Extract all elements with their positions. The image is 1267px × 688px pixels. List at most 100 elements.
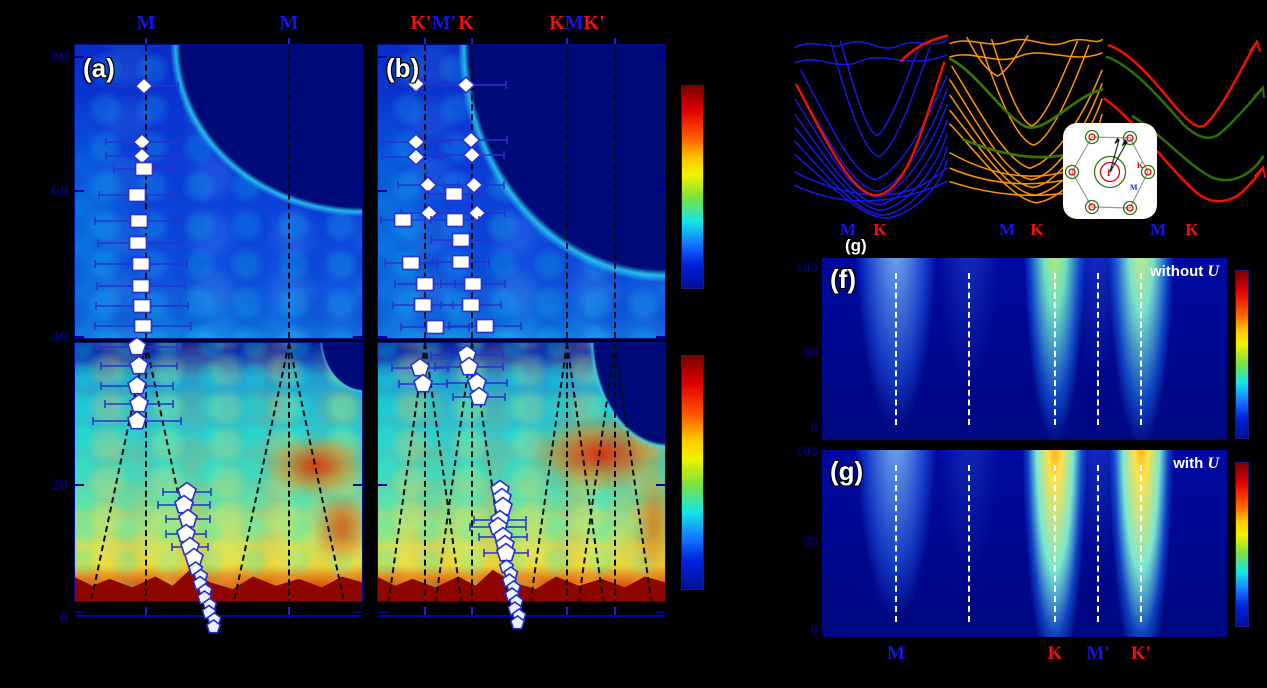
bz-corner-pockets: [1064, 129, 1156, 216]
band-curve: [948, 57, 1104, 129]
hv-tick-80: 80: [51, 47, 68, 66]
axis-tick: [378, 56, 387, 58]
axis-tick: [378, 484, 387, 486]
hv-tick-20: 20: [51, 475, 68, 494]
inset-k-label: K: [1137, 161, 1144, 170]
bz-label-a-m1: M: [136, 12, 156, 34]
spectral-onset-region: [75, 45, 362, 338]
hv-tick-60: 60: [51, 181, 68, 200]
bz-label-b-kp1: K': [410, 12, 432, 34]
panel-b: (b): [378, 38, 665, 630]
condition-text: without: [1149, 263, 1208, 280]
band-curve: [1254, 85, 1265, 99]
axis-tick: [656, 190, 665, 192]
band-curve: [949, 52, 1103, 61]
reference-dashed-line: [566, 45, 568, 338]
condition-text: with: [1173, 455, 1208, 472]
band2-m-label: M: [998, 220, 1016, 239]
band-curve: [794, 180, 948, 202]
band1-k-label: K: [873, 220, 887, 239]
band-curve: [1249, 39, 1261, 53]
axis-tick: [75, 484, 84, 486]
sim-m-label: M: [887, 643, 905, 664]
sim-f-tick-50: 50: [803, 345, 818, 361]
band-curve: [794, 167, 948, 196]
panel-g-letter: (g): [830, 456, 864, 486]
reference-dashed-line: [424, 45, 426, 338]
panel-a-top-map: (a): [75, 45, 362, 338]
colorbar-f: [1235, 270, 1249, 439]
axis-tick: [75, 611, 84, 613]
band-curve: [794, 127, 948, 212]
axis-tick: [145, 38, 147, 45]
band2-k-label: K: [1030, 220, 1044, 239]
band3-k-label: K: [1185, 220, 1199, 239]
bz-label-b-k1: K: [458, 12, 474, 34]
sim-g-tick-0: 0: [810, 622, 819, 638]
reference-dashed-line: [895, 464, 898, 623]
bz-label-a-m2: M: [279, 12, 299, 34]
axis-tick: [288, 38, 290, 45]
reference-dashed-line: [1053, 464, 1056, 623]
panel-a-bottom-map: [75, 343, 362, 601]
axis-tick: [471, 38, 473, 45]
band-curve: [794, 82, 948, 193]
inset-gamma-label: Γ: [1107, 168, 1113, 178]
reference-dashed-line: [968, 464, 970, 623]
hubbard-u-symbol: U: [1207, 455, 1219, 472]
spectral-onset-region: [378, 45, 665, 338]
band-curve: [966, 34, 1029, 77]
band-curve: [799, 69, 948, 181]
bz-label-b-mp1: M': [431, 12, 457, 34]
brillouin-zone-inset: Γ K M: [1063, 123, 1157, 219]
axis-tick: [353, 484, 362, 486]
axis-tick: [566, 38, 568, 45]
bz-label-b-mp2: M': [564, 12, 590, 34]
axis-tick: [566, 607, 568, 615]
bz-label-b-kp2: K': [583, 12, 605, 34]
axis-tick: [471, 607, 473, 615]
reference-dashed-line: [471, 45, 473, 338]
sim-kp-label: K': [1130, 643, 1152, 664]
panel-a-top-axis: [75, 38, 362, 45]
panel-f-condition: without U: [1150, 263, 1219, 281]
reference-dashed-line: [288, 343, 290, 601]
band1-m-label: M: [839, 220, 857, 239]
reference-dashed-line: [968, 272, 970, 426]
hubbard-u-symbol: U: [1207, 263, 1219, 280]
reference-dashed-line: [1053, 272, 1056, 426]
hexagon-bz-outline: [1071, 136, 1149, 209]
axis-tick: [614, 38, 616, 45]
panel-a: (a): [75, 38, 362, 634]
axis-tick: [378, 611, 387, 613]
reference-dashed-line: [614, 45, 616, 338]
bz-label-b-k2: K: [549, 12, 565, 34]
reference-dashed-line: [566, 343, 568, 601]
axis-tick: [822, 353, 829, 355]
axis-tick: [75, 190, 84, 192]
band-curve: [839, 40, 922, 137]
axis-tick: [822, 630, 829, 632]
colorbar-top: [681, 85, 704, 289]
axis-tick: [75, 56, 84, 58]
axis-tick: [378, 336, 387, 338]
panel-a-letter: (a): [83, 53, 115, 83]
band-panel-tag: (g): [845, 236, 867, 255]
axis-tick: [614, 607, 616, 615]
band-curve: [1105, 55, 1265, 140]
axis-tick: [656, 336, 665, 338]
band-curve: [979, 42, 1090, 147]
sim-k-label: K: [1047, 643, 1063, 664]
panel-g-condition: with U: [1173, 455, 1219, 473]
band-curve: [794, 113, 948, 206]
reference-dashed-line: [288, 45, 290, 338]
band3-m-label: M: [1149, 220, 1167, 239]
reference-dashed-line: [145, 45, 147, 338]
reference-dashed-line: [895, 272, 898, 426]
band-curve: [795, 61, 946, 197]
axis-tick: [424, 607, 426, 615]
axis-tick: [378, 190, 387, 192]
reference-dashed-line: [614, 343, 616, 601]
band-curve: [949, 79, 1103, 181]
